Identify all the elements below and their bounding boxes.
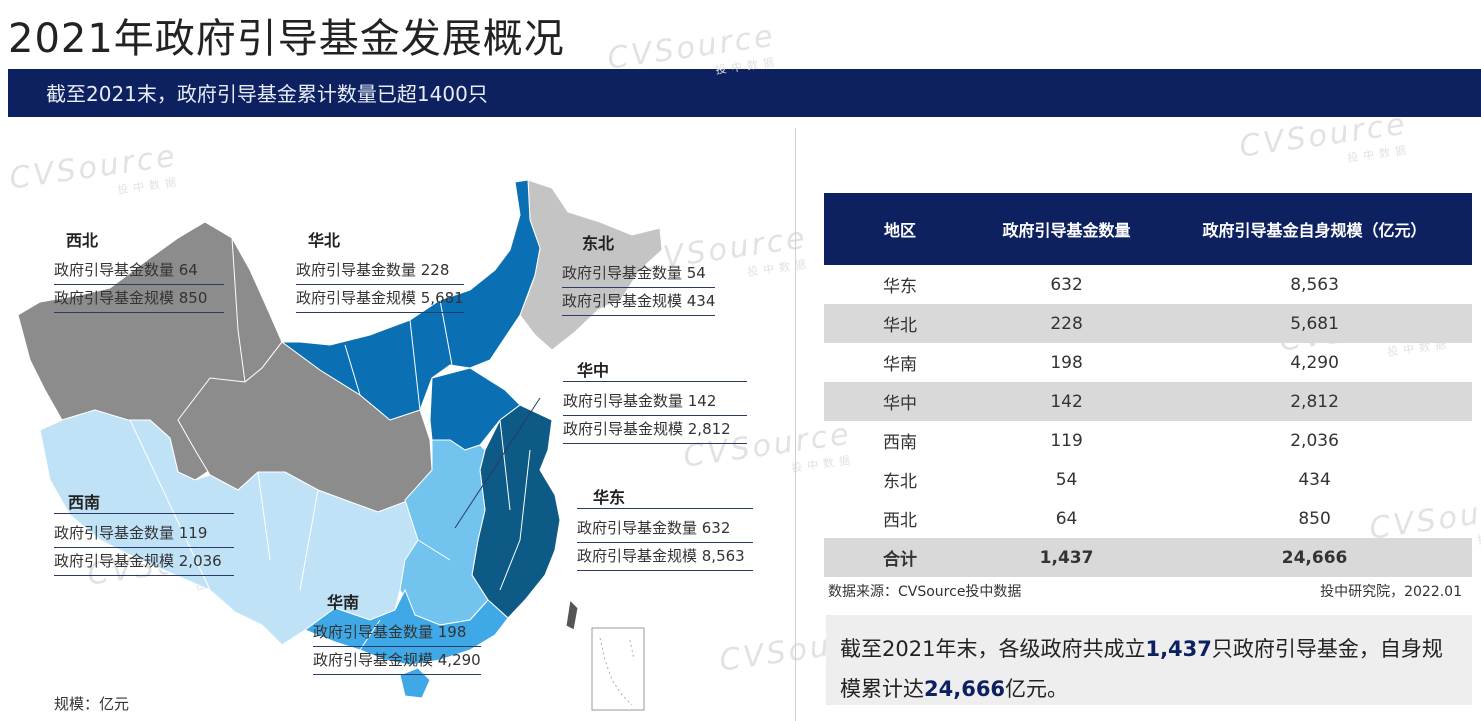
cell-scale: 434	[1298, 469, 1331, 490]
table-total-row: 合计 1,437 24,666	[824, 538, 1472, 577]
south-china-sea-islands	[599, 637, 635, 706]
table-row: 华北 228 5,681	[824, 304, 1472, 343]
cell-total-label: 合计	[824, 538, 976, 577]
south-china-sea-inset	[591, 627, 645, 711]
cell-region: 华南	[883, 355, 917, 375]
summary-text-2: 只政府引导基金，自身规模累计达	[840, 637, 1443, 701]
credit-line: 投中研究院，2022.01	[1320, 584, 1462, 600]
col-header-region: 地区	[824, 193, 976, 265]
china-region-map	[17, 179, 663, 711]
region-name-xinan: 西南	[54, 489, 234, 514]
cell-total-count: 1,437	[976, 538, 1158, 577]
huazhong-scale: 政府引导基金规模 2,812	[563, 416, 747, 444]
xinan-count: 政府引导基金数量 119	[54, 520, 234, 548]
label-xibei: 西北 政府引导基金数量 64 政府引导基金规模 850	[54, 227, 224, 313]
region-name-huanan: 华南	[327, 593, 360, 612]
col-header-scale: 政府引导基金自身规模（亿元）	[1157, 193, 1472, 265]
cell-total-scale: 24,666	[1157, 538, 1472, 577]
cell-scale: 2,036	[1290, 430, 1339, 451]
huadong-scale: 政府引导基金规模 8,563	[577, 543, 753, 571]
col-header-count: 政府引导基金数量	[976, 193, 1158, 265]
summary-text-1: 截至2021年末，各级政府共成立	[840, 637, 1146, 661]
cell-count: 142	[976, 382, 1158, 421]
summary-text-3: 亿元。	[1005, 677, 1069, 701]
dongbei-count: 政府引导基金数量 54	[562, 260, 716, 288]
summary-scale: 24,666	[924, 677, 1006, 701]
headline-banner: 截至2021末，政府引导基金累计数量已超1400只	[8, 69, 1481, 117]
xibei-scale: 政府引导基金规模 850	[54, 285, 224, 313]
huabei-scale: 政府引导基金规模 5,681	[296, 285, 464, 313]
cell-count: 198	[1050, 352, 1083, 373]
cell-scale: 2,812	[1157, 382, 1472, 421]
label-huadong: 华东 政府引导基金数量 632 政府引导基金规模 8,563	[577, 484, 753, 571]
huanan-scale: 政府引导基金规模 4,290	[313, 647, 481, 675]
summary-count: 1,437	[1145, 637, 1212, 661]
cell-scale: 5,681	[1157, 304, 1472, 343]
label-huanan: 华南 政府引导基金数量 198 政府引导基金规模 4,290	[313, 589, 481, 675]
label-dongbei: 东北 政府引导基金数量 54 政府引导基金规模 434	[562, 230, 716, 316]
taiwan-island	[565, 598, 579, 631]
cell-region: 东北	[883, 472, 917, 492]
table-row: 东北 54 434	[824, 460, 1472, 499]
cell-count: 228	[976, 304, 1158, 343]
cell-region: 西南	[883, 433, 917, 453]
huanan-count: 政府引导基金数量 198	[313, 619, 481, 647]
huadong-count: 政府引导基金数量 632	[577, 515, 753, 543]
region-huazhong	[399, 439, 489, 626]
cell-scale: 8,563	[1290, 274, 1339, 295]
region-name-xibei: 西北	[66, 231, 99, 250]
cell-count: 632	[1050, 274, 1083, 295]
province-boundaries	[129, 237, 531, 651]
region-name-huadong: 华东	[577, 484, 753, 509]
banner-text: 截至2021末，政府引导基金累计数量已超1400只	[46, 82, 488, 106]
huazhong-leader-line	[454, 397, 541, 529]
xinan-scale: 政府引导基金规模 2,036	[54, 548, 234, 576]
page-title: 2021年政府引导基金发展概况	[8, 16, 565, 62]
dongbei-scale: 政府引导基金规模 434	[562, 288, 716, 316]
region-name-huabei: 华北	[308, 231, 341, 250]
table-row: 西南 119 2,036	[824, 421, 1472, 460]
cell-region: 华北	[824, 304, 976, 343]
table-row: 西北 64 850	[824, 499, 1472, 538]
label-huazhong: 华中 政府引导基金数量 142 政府引导基金规模 2,812	[563, 357, 747, 444]
cell-count: 64	[1055, 508, 1078, 529]
region-name-huazhong: 华中	[563, 357, 747, 382]
cell-scale: 4,290	[1290, 352, 1339, 373]
cell-scale: 850	[1298, 508, 1331, 529]
table-row: 华南 198 4,290	[824, 343, 1472, 382]
cell-region: 西北	[883, 511, 917, 531]
table-header-row: 地区 政府引导基金数量 政府引导基金自身规模（亿元）	[824, 193, 1472, 265]
table-row: 华中 142 2,812	[824, 382, 1472, 421]
label-huabei: 华北 政府引导基金数量 228 政府引导基金规模 5,681	[296, 227, 464, 313]
panel-divider	[795, 128, 796, 721]
region-hainan	[399, 667, 431, 699]
cell-region: 华中	[824, 382, 976, 421]
fund-table: 地区 政府引导基金数量 政府引导基金自身规模（亿元） 华东 632 8,563 …	[824, 193, 1472, 577]
cell-region: 华东	[883, 277, 917, 297]
huabei-count: 政府引导基金数量 228	[296, 257, 464, 285]
label-xinan: 西南 政府引导基金数量 119 政府引导基金规模 2,036	[54, 489, 234, 576]
data-source: 数据来源：CVSource投中数据	[828, 584, 1022, 600]
cell-count: 119	[1050, 430, 1083, 451]
xibei-count: 政府引导基金数量 64	[54, 257, 224, 285]
region-name-dongbei: 东北	[582, 234, 615, 253]
summary-box: 截至2021年末，各级政府共成立1,437只政府引导基金，自身规模累计达24,6…	[826, 615, 1472, 705]
huazhong-count: 政府引导基金数量 142	[563, 388, 747, 416]
cell-count: 54	[1055, 469, 1078, 490]
unit-note: 规模：亿元	[54, 695, 130, 713]
table-row: 华东 632 8,563	[824, 265, 1472, 304]
